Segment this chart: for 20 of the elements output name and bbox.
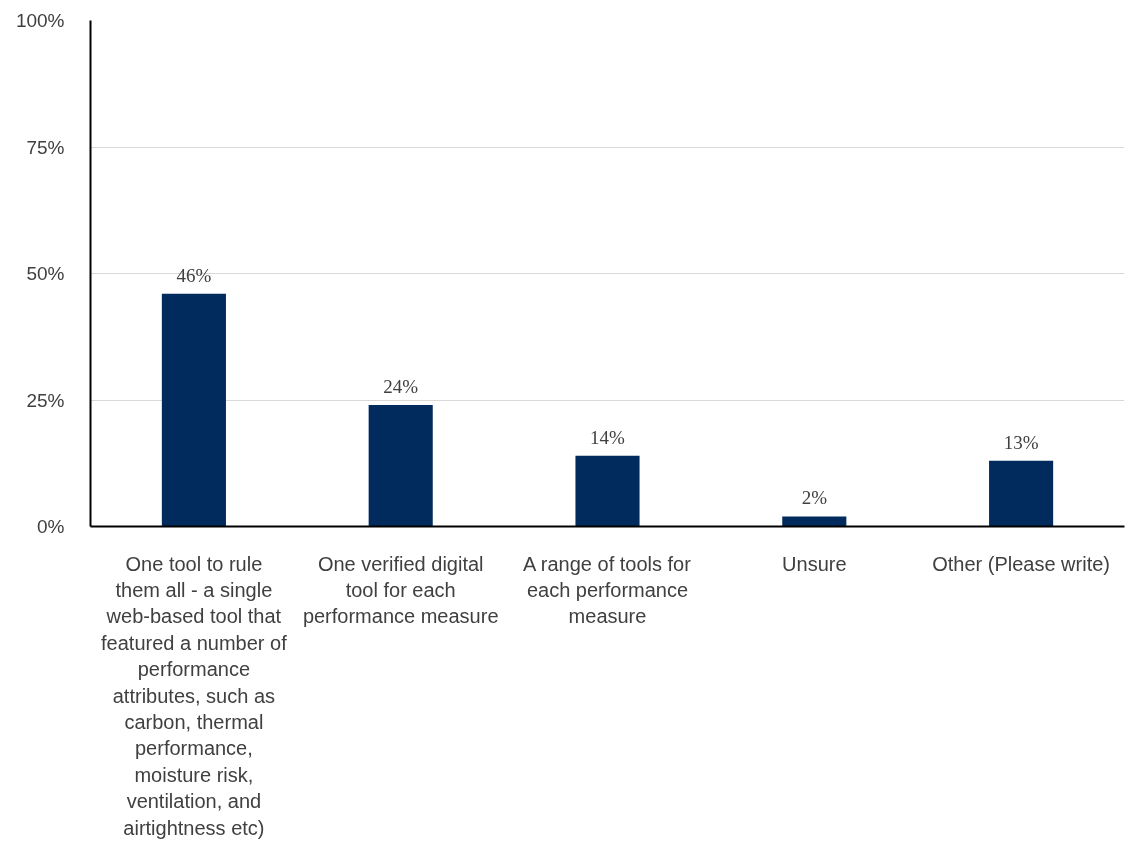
x-tick-label: Unsure — [782, 552, 847, 575]
y-tick-label: 50% — [26, 263, 65, 284]
bar — [575, 455, 640, 527]
data-label: 2% — [801, 487, 828, 509]
bar — [161, 293, 226, 527]
bar — [368, 405, 433, 527]
y-tick-label: 75% — [26, 136, 65, 158]
bar — [989, 460, 1054, 527]
data-label: 14% — [590, 426, 626, 448]
y-tick-label: 100% — [15, 10, 65, 31]
x-tick-label: Other (Please write) — [932, 552, 1111, 575]
bar — [782, 516, 847, 527]
data-label: 46% — [176, 264, 212, 286]
data-label: 13% — [1003, 431, 1039, 453]
data-label: 24% — [383, 376, 419, 398]
x-tick-label: A range of tools for each performance measure — [523, 552, 692, 628]
y-tick-label: 0% — [37, 516, 65, 537]
y-tick-label: 25% — [26, 389, 65, 411]
x-tick-label: One verified digital tool for each performance measure — [302, 552, 499, 628]
category-label: One tool to rule them all - a single web-based tool that featured a number of performance attributes, such as carbon, thermal performance, moisture risk, ventilation, and airtightness etc) — [101, 552, 287, 839]
